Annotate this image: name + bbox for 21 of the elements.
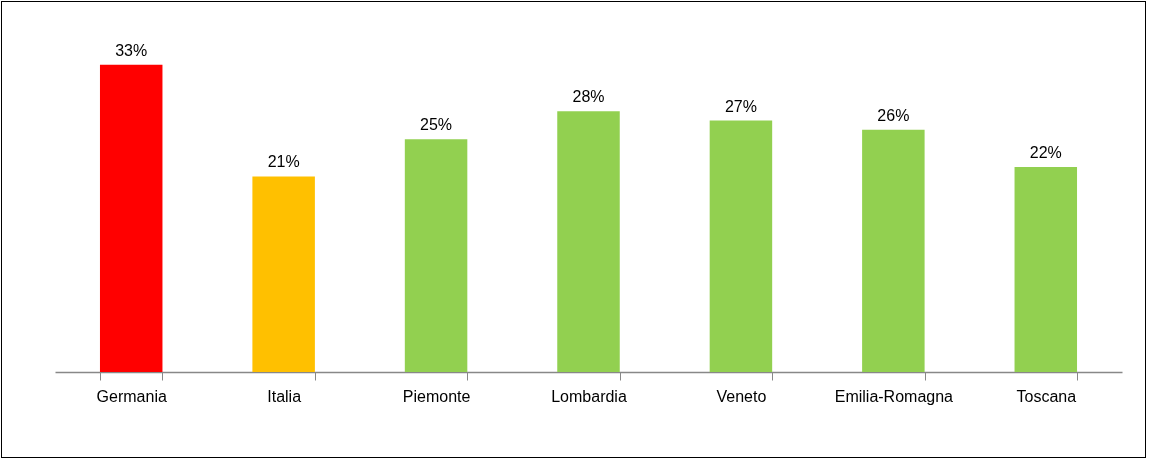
data-label: 26% <box>877 106 910 124</box>
x-tick-label: Lombardia <box>551 387 627 405</box>
bar <box>862 129 925 372</box>
x-tick-label: Piemonte <box>402 387 471 405</box>
bar <box>557 111 620 372</box>
data-label: 28% <box>572 88 605 106</box>
bar <box>1014 167 1078 372</box>
x-tick-label: Germania <box>96 387 167 405</box>
bar <box>99 64 163 372</box>
bar <box>404 139 468 372</box>
x-tick-label: Toscana <box>1016 387 1077 405</box>
data-label: 25% <box>420 116 453 134</box>
data-label: 22% <box>1029 144 1062 162</box>
bar <box>252 176 315 372</box>
data-label: 21% <box>267 153 300 171</box>
x-tick-label: Emilia-Romagna <box>834 387 954 405</box>
x-tick-label: Italia <box>267 387 302 405</box>
data-label: 33% <box>115 41 148 59</box>
bar <box>709 120 773 372</box>
data-label: 27% <box>724 97 757 115</box>
x-tick-label: Veneto <box>716 387 767 405</box>
